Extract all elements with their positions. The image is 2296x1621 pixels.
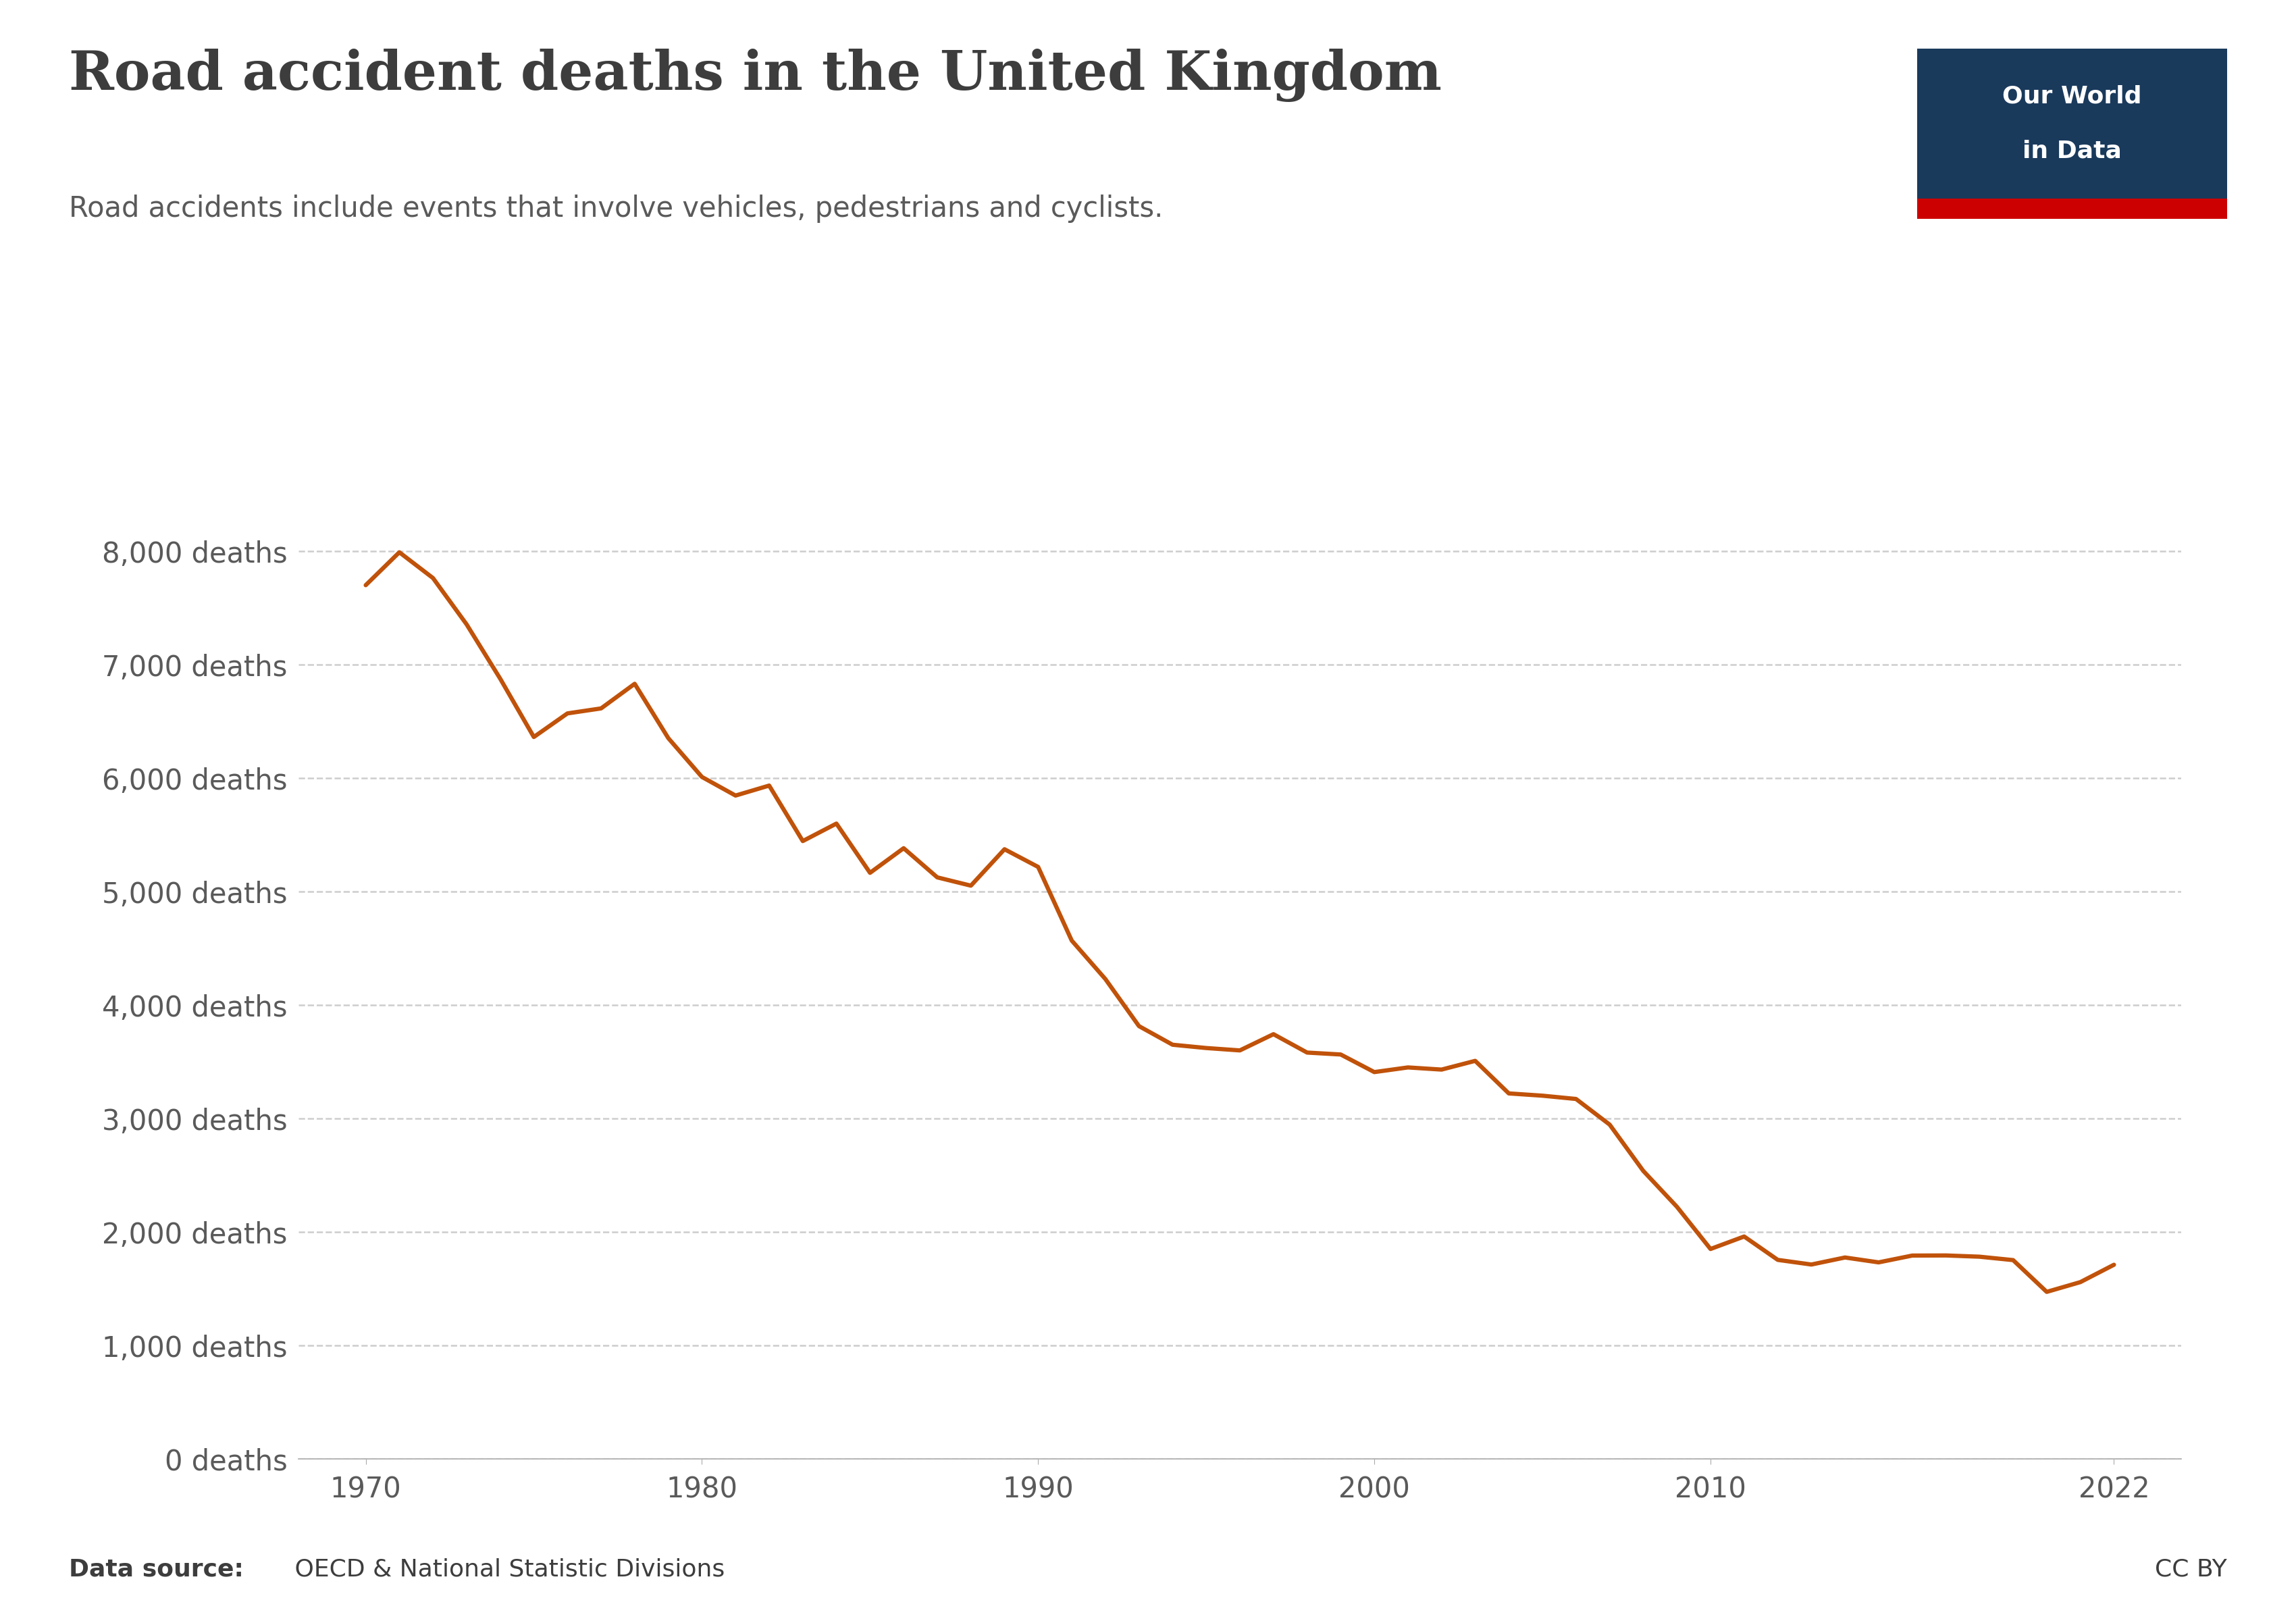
Text: CC BY: CC BY — [2156, 1558, 2227, 1580]
Text: Road accidents include events that involve vehicles, pedestrians and cyclists.: Road accidents include events that invol… — [69, 195, 1164, 222]
Text: in Data: in Data — [2023, 139, 2122, 162]
Bar — [1917, 198, 2227, 219]
Text: OECD & National Statistic Divisions: OECD & National Statistic Divisions — [287, 1558, 726, 1580]
FancyBboxPatch shape — [1917, 49, 2227, 219]
Text: Data source:: Data source: — [69, 1558, 243, 1580]
Text: Road accident deaths in the United Kingdom: Road accident deaths in the United Kingd… — [69, 49, 1442, 102]
Text: Our World: Our World — [2002, 84, 2142, 107]
